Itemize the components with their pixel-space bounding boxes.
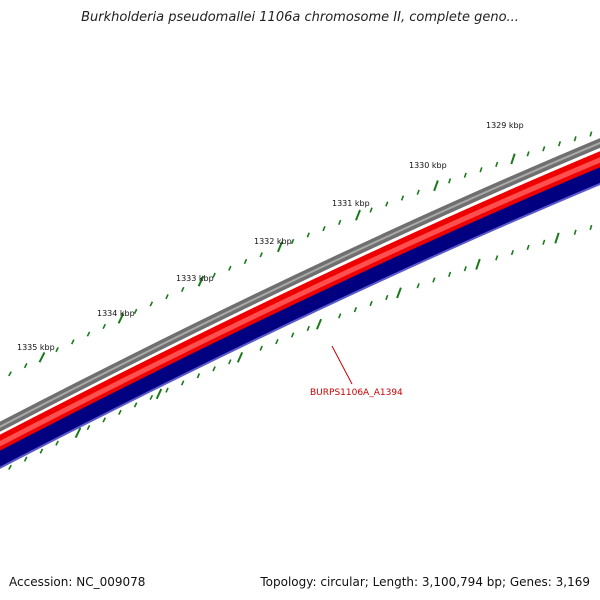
tick-label: 1332 kbp [254,237,292,246]
minor-tick [338,313,342,319]
map-title: Burkholderia pseudomallei 1106a chromoso… [81,10,519,25]
minor-tick [432,277,436,283]
minor-tick [180,380,185,386]
minor-tick [495,161,499,167]
major-tick [510,153,516,165]
minor-tick [8,464,12,470]
minor-tick [86,424,91,431]
minor-tick [385,201,389,207]
minor-tick [573,229,577,235]
tick-layer: 1329 kbp 1330 kbp 1331 kbp 1332 kbp 1333 kbp… [8,121,593,470]
minor-tick [385,294,389,301]
minor-tick [228,359,232,365]
major-tick [236,351,244,363]
minor-tick [259,252,263,258]
minor-tick [353,307,358,313]
minor-tick [196,373,201,379]
minor-tick [306,232,310,238]
minor-tick [448,271,452,277]
minor-tick [228,265,232,271]
major-tick [433,180,439,192]
minor-tick [463,172,467,178]
major-tick [554,232,560,244]
minor-tick [55,440,59,446]
minor-tick [290,332,295,338]
major-tick [396,287,402,299]
major-tick [475,258,481,270]
minor-tick [542,146,546,152]
minor-tick [416,283,420,289]
minor-tick [448,178,452,184]
minor-tick [180,286,185,293]
minor-tick [39,448,44,454]
minor-tick [290,238,295,245]
minor-tick [369,207,373,213]
minor-tick [133,308,138,314]
minor-tick [55,347,59,353]
minor-tick [149,394,154,401]
minor-tick [118,409,122,415]
major-tick [276,241,284,253]
minor-tick [589,131,593,137]
tick-label: 1334 kbp [97,309,135,318]
major-tick [74,427,82,439]
major-tick [38,351,46,363]
gene-label[interactable]: BURPS1106A_A1394 [310,388,403,398]
minor-tick [259,345,263,351]
minor-tick [102,417,107,423]
major-tick [117,312,125,324]
backbone-ring [0,138,600,432]
minor-tick [23,456,28,462]
minor-tick [70,339,75,345]
minor-tick [275,338,279,345]
minor-tick [306,325,310,332]
accession-text: Accession: NC_009078 [9,575,146,589]
minor-tick [526,151,530,157]
tick-label: 1331 kbp [332,199,370,208]
minor-tick [495,255,499,261]
minor-tick [212,272,216,278]
genome-summary-text: Topology: circular; Length: 3,100,794 bp… [260,575,590,589]
minor-tick [400,195,405,201]
major-tick [315,318,323,330]
minor-tick [165,294,169,300]
gene-label-leader [331,345,353,385]
tick-label: 1329 kbp [486,121,524,130]
tick-label: 1335 kbp [17,343,55,352]
reverse-strand-track[interactable] [0,167,600,469]
minor-tick [369,300,373,307]
tick-label: 1330 kbp [409,161,447,170]
major-tick [155,388,163,400]
minor-tick [8,371,12,377]
reverse-strand-edge [0,182,600,469]
major-tick [197,275,205,287]
minor-tick [149,301,154,307]
minor-tick [479,167,483,173]
minor-tick [510,249,514,256]
minor-tick [243,258,248,265]
minor-tick [86,331,91,337]
minor-tick [165,387,169,393]
backbone-ring-highlight [0,141,600,428]
minor-tick [526,244,530,250]
minor-tick [322,226,326,232]
minor-tick [212,366,216,372]
forward-strand-highlight [0,157,600,447]
minor-tick [557,141,562,147]
minor-tick [338,219,342,225]
minor-tick [573,136,577,142]
minor-tick [589,224,593,231]
minor-tick [463,266,467,272]
minor-tick [102,323,107,330]
minor-tick [133,402,138,408]
minor-tick [23,363,28,369]
minor-tick [542,239,546,245]
major-tick [355,209,361,221]
tick-label: 1333 kbp [176,274,214,283]
minor-tick [416,189,420,195]
